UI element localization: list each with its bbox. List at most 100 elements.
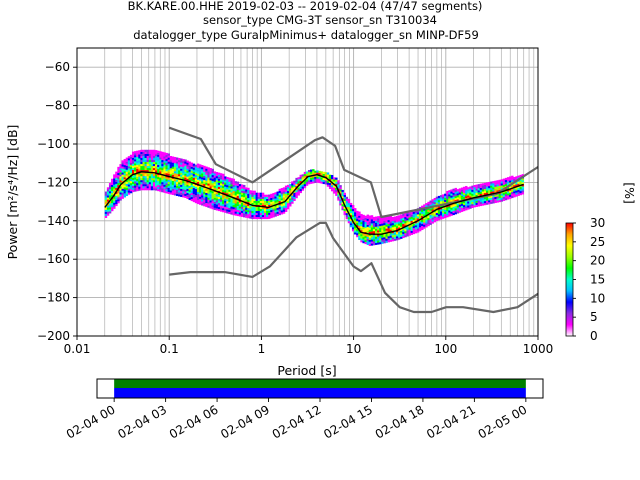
histogram-cell: [266, 200, 269, 203]
histogram-cell: [341, 204, 344, 207]
histogram-cell: [119, 198, 122, 201]
histogram-cell: [291, 199, 294, 202]
histogram-cell: [257, 214, 261, 218]
histogram-cell: [230, 190, 233, 193]
histogram-cell: [444, 209, 447, 213]
histogram-cell: [299, 178, 302, 181]
histogram-cell: [165, 191, 168, 194]
histogram-cell: [454, 189, 457, 193]
histogram-cell: [402, 227, 405, 231]
histogram-cell: [228, 177, 231, 180]
histogram-cell: [291, 193, 294, 196]
histogram-cell: [173, 169, 177, 172]
histogram-cell: [238, 186, 242, 189]
histogram-cell: [481, 189, 485, 192]
histogram-cell: [364, 235, 367, 239]
histogram-cell: [481, 203, 485, 206]
histogram-cell: [404, 235, 407, 238]
histogram-cell: [117, 191, 120, 194]
histogram-cell: [240, 206, 244, 209]
histogram-cell: [207, 193, 210, 196]
histogram-cell: [222, 206, 225, 209]
histogram-cell: [402, 233, 405, 237]
histogram-cell: [186, 160, 189, 163]
histogram-cell: [175, 167, 179, 170]
histogram-cell: [477, 198, 481, 201]
histogram-cell: [416, 222, 420, 225]
histogram-cell: [347, 200, 351, 204]
histogram-cell: [462, 208, 466, 212]
histogram-cell: [138, 164, 141, 167]
histogram-cell: [462, 194, 466, 198]
histogram-cell: [148, 153, 152, 157]
histogram-cell: [351, 225, 355, 228]
histogram-cell: [471, 195, 474, 198]
histogram-cell: [142, 169, 145, 173]
histogram-cell: [477, 186, 481, 189]
histogram-cell: [173, 185, 177, 188]
histogram-cell: [291, 201, 294, 204]
histogram-cell: [175, 157, 179, 160]
histogram-cell: [483, 182, 487, 186]
histogram-cell: [127, 182, 131, 185]
histogram-cell: [358, 219, 361, 222]
histogram-cell: [335, 181, 338, 184]
histogram-cell: [138, 176, 141, 179]
histogram-cell: [519, 188, 522, 192]
histogram-cell: [232, 184, 235, 187]
histogram-cell: [297, 177, 300, 180]
histogram-cell: [374, 228, 378, 231]
histogram-cell: [418, 225, 422, 228]
histogram-cell: [500, 185, 504, 188]
histogram-cell: [276, 207, 279, 210]
histogram-cell: [354, 216, 357, 219]
histogram-cell: [178, 174, 181, 177]
histogram-cell: [448, 214, 451, 217]
histogram-cell: [165, 189, 168, 192]
histogram-cell: [498, 185, 501, 189]
histogram-cell: [180, 176, 183, 179]
histogram-cell: [276, 199, 279, 202]
histogram-cell: [249, 190, 252, 193]
histogram-cell: [506, 193, 510, 196]
histogram-cell: [270, 213, 273, 217]
histogram-cell: [169, 186, 173, 189]
histogram-cell: [205, 204, 208, 208]
histogram-cell: [372, 218, 376, 222]
histogram-cell: [446, 211, 449, 214]
histogram-cell: [199, 176, 202, 179]
histogram-cell: [165, 160, 168, 164]
histogram-cell: [230, 182, 233, 185]
histogram-cell: [203, 194, 206, 197]
histogram-cell: [272, 197, 275, 200]
histogram-cell: [354, 226, 357, 229]
histogram-cell: [207, 205, 210, 208]
histogram-cell: [374, 234, 378, 237]
histogram-cell: [280, 212, 284, 215]
histogram-cell: [203, 169, 206, 173]
histogram-cell: [391, 223, 395, 226]
histogram-cell: [330, 179, 334, 182]
histogram-cell: [251, 214, 254, 218]
histogram-cell: [171, 160, 175, 163]
histogram-cell: [312, 179, 315, 182]
histogram-cell: [232, 204, 235, 208]
histogram-cell: [433, 199, 437, 203]
histogram-cell: [406, 218, 409, 221]
histogram-cell: [211, 194, 214, 198]
histogram-cell: [282, 197, 286, 200]
histogram-cell: [263, 200, 267, 203]
histogram-cell: [412, 227, 416, 231]
histogram-cell: [460, 189, 464, 192]
histogram-cell: [155, 180, 158, 183]
histogram-cell: [402, 235, 405, 239]
histogram-cell: [140, 182, 143, 185]
histogram-cell: [423, 222, 426, 225]
histogram-cell: [217, 184, 221, 187]
histogram-cell: [349, 202, 353, 206]
histogram-cell: [393, 238, 397, 241]
histogram-cell: [211, 205, 214, 208]
histogram-cell: [148, 159, 152, 163]
histogram-cell: [240, 202, 244, 205]
